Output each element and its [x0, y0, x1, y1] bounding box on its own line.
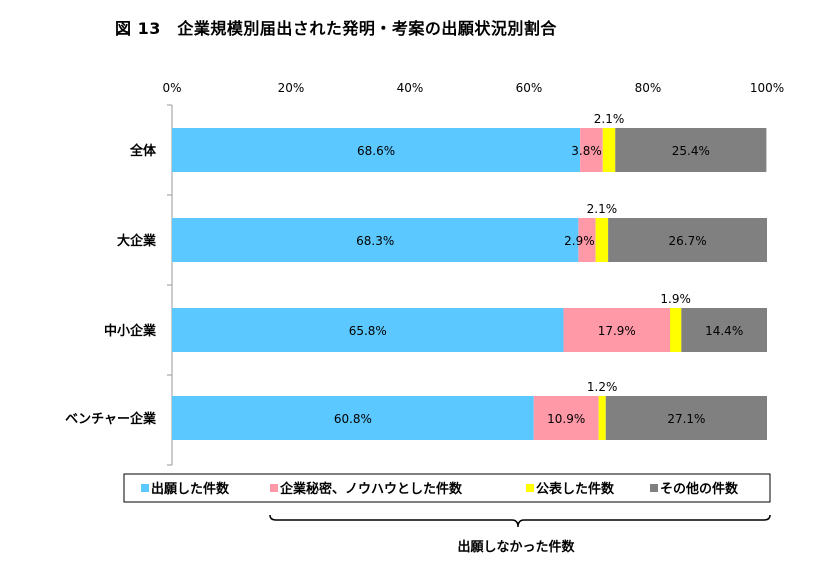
data-label: 27.1%: [667, 412, 705, 426]
data-label: 26.7%: [669, 234, 707, 248]
bar-segment: [172, 396, 534, 440]
data-label: 2.1%: [594, 112, 625, 126]
category-label: 中小企業: [104, 323, 157, 339]
legend-label: その他の件数: [660, 481, 739, 497]
data-label: 68.6%: [357, 144, 395, 158]
legend-swatch: [650, 484, 658, 492]
bar-segment: [681, 308, 767, 352]
legend-swatch: [526, 484, 534, 492]
bar-segment: [172, 128, 581, 172]
data-label: 17.9%: [598, 324, 636, 338]
data-label: 25.4%: [672, 144, 710, 158]
legend-label: 公表した件数: [536, 481, 615, 497]
x-tick-label: 60%: [516, 81, 543, 95]
x-tick-label: 40%: [397, 81, 424, 95]
bar-segment: [598, 396, 606, 440]
chart-title: 図 13 企業規模別届出された発明・考案の出願状況別割合: [115, 19, 557, 38]
data-label: 1.9%: [660, 292, 691, 306]
bars-group: [172, 128, 767, 440]
data-label: 14.4%: [705, 324, 743, 338]
annotation-text: 出願しなかった件数: [457, 539, 575, 555]
bar-segment: [563, 308, 671, 352]
data-label: 60.8%: [334, 412, 372, 426]
bar-segment: [602, 128, 616, 172]
x-tick-label: 80%: [635, 81, 662, 95]
legend-label: 企業秘密、ノウハウとした件数: [279, 481, 463, 497]
legend-label: 出願した件数: [151, 481, 230, 497]
annotation-group: 出願しなかった件数: [269, 514, 771, 555]
data-label: 2.9%: [564, 234, 595, 248]
bar-segment: [580, 128, 603, 172]
bar-segment: [578, 218, 596, 262]
legend: 出願した件数 企業秘密、ノウハウとした件数 公表した件数 その他の件数: [123, 473, 771, 503]
bar-segment: [533, 396, 599, 440]
annotation-brace: [269, 514, 771, 528]
bar-segment: [595, 218, 609, 262]
bar-segment: [608, 218, 767, 262]
category-label: ベンチャー企業: [65, 411, 157, 427]
x-tick-label: 100%: [750, 81, 784, 95]
x-tick-label: 20%: [278, 81, 305, 95]
labels-group: 68.6% 3.8% 2.1% 25.4% 68.3% 2.9% 2.1% 26.7% 65.8…: [334, 112, 743, 426]
bar-segment: [670, 308, 682, 352]
data-label: 65.8%: [349, 324, 387, 338]
category-label: 大企業: [117, 233, 157, 249]
data-label: 2.1%: [587, 202, 618, 216]
bar-segment: [172, 308, 564, 352]
legend-swatch: [141, 484, 149, 492]
x-tick-label: 0%: [162, 81, 181, 95]
bar-segment: [605, 396, 767, 440]
data-label: 10.9%: [547, 412, 585, 426]
data-label: 68.3%: [356, 234, 394, 248]
data-label: 1.2%: [587, 380, 618, 394]
data-label: 3.8%: [571, 144, 602, 158]
bar-segment: [615, 128, 767, 172]
bar-segment: [172, 218, 579, 262]
legend-box: [123, 473, 771, 503]
category-label: 全体: [129, 143, 157, 159]
legend-swatch: [270, 484, 278, 492]
